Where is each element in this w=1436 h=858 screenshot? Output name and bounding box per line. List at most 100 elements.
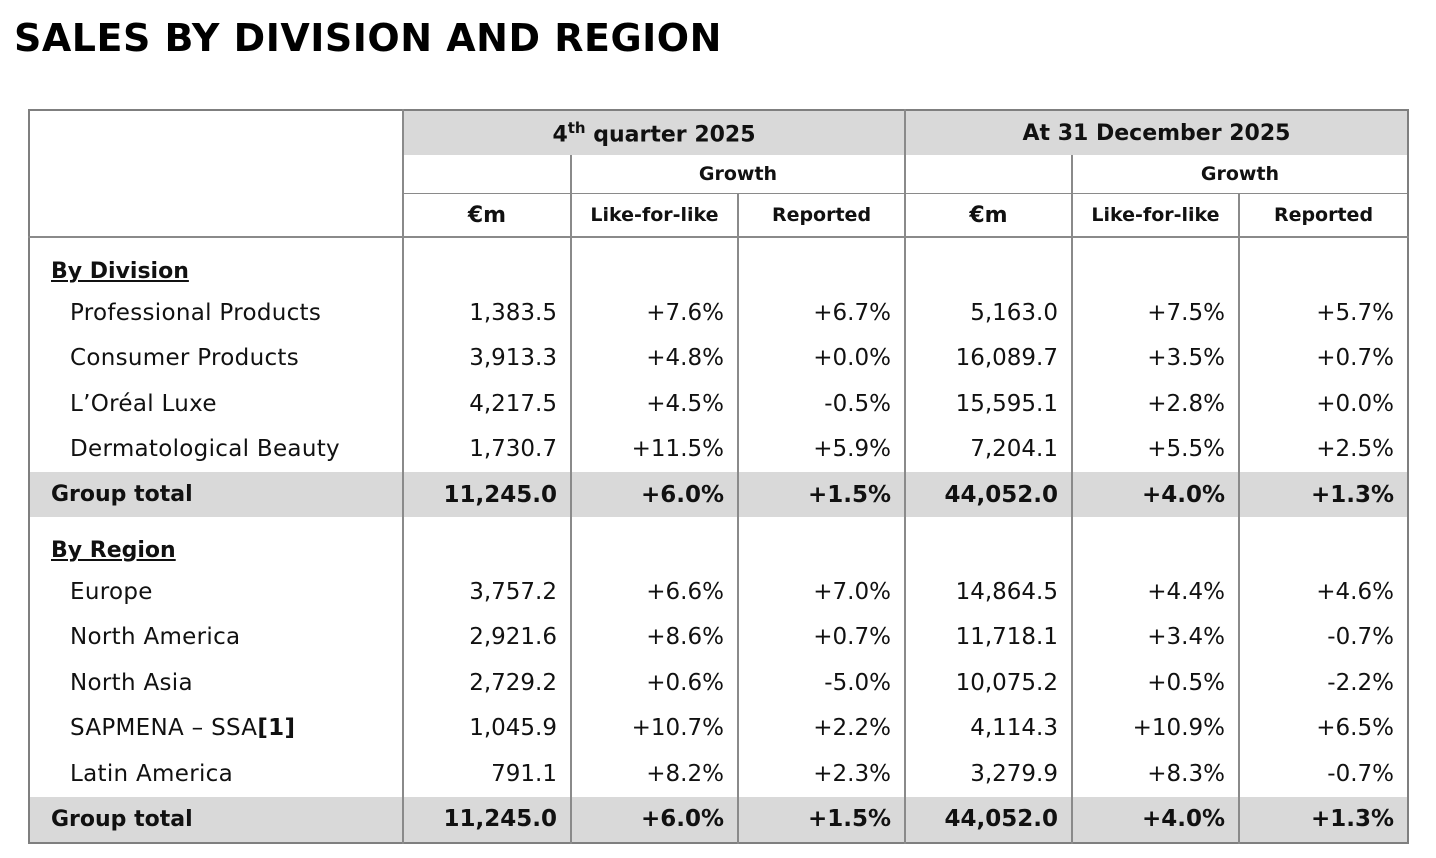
cell-eur-m-fy: 10,075.2	[904, 660, 1072, 706]
cell-lfl-q4: +6.0%	[570, 472, 738, 517]
table-row: Professional Products 1,383.5 +7.6% +6.7…	[29, 290, 1408, 336]
cell-eur-m-fy: 44,052.0	[904, 472, 1072, 517]
row-label: Dermatological Beauty	[70, 436, 340, 463]
row-label: Group total	[51, 482, 193, 507]
table-row: North America 2,921.6 +8.6% +0.7% 11,718…	[29, 614, 1408, 660]
header-row-periods: 4th quarter 2025 At 31 December 2025	[29, 110, 1408, 238]
footnote-link[interactable]: [1]	[257, 715, 296, 742]
header-corner-cell	[29, 110, 403, 238]
table-row: Europe 3,757.2 +6.6% +7.0% 14,864.5 +4.4…	[29, 569, 1408, 615]
sales-table: 4th quarter 2025 At 31 December 2025 Gro…	[28, 109, 1409, 844]
cell-eur-m-fy: 44,052.0	[904, 796, 1072, 843]
cell-reported-fy: +0.0%	[1238, 381, 1408, 427]
cell-reported-q4: +7.0%	[737, 569, 905, 615]
cell-eur-m-q4: 1,730.7	[402, 426, 571, 472]
page-title: SALES BY DIVISION AND REGION	[14, 16, 722, 60]
row-label: Group total	[51, 806, 193, 832]
cell-reported-fy: +1.3%	[1238, 472, 1408, 517]
row-label: Europe	[70, 578, 153, 605]
header-eur-m-q4: €m	[402, 193, 571, 238]
row-label: L’Oréal Luxe	[70, 390, 217, 417]
cell-lfl-fy: +7.5%	[1071, 290, 1239, 336]
row-label: North Asia	[70, 669, 193, 696]
section-by-region: By Region	[29, 517, 1408, 569]
cell-eur-m-q4: 11,245.0	[402, 796, 571, 843]
cell-reported-fy: +2.5%	[1238, 426, 1408, 472]
cell-lfl-fy: +10.9%	[1071, 705, 1239, 751]
cell-lfl-q4: +4.8%	[570, 335, 738, 381]
table-row: SAPMENA – SSA[1] 1,045.9 +10.7% +2.2% 4,…	[29, 705, 1408, 751]
table-row: Latin America 791.1 +8.2% +2.3% 3,279.9 …	[29, 751, 1408, 797]
cell-reported-q4: +0.0%	[737, 335, 905, 381]
cell-reported-q4: +0.7%	[737, 614, 905, 660]
cell-reported-q4: +6.7%	[737, 290, 905, 336]
table-row: Dermatological Beauty 1,730.7 +11.5% +5.…	[29, 426, 1408, 472]
table-row: Consumer Products 3,913.3 +4.8% +0.0% 16…	[29, 335, 1408, 381]
cell-eur-m-q4: 4,217.5	[402, 381, 571, 427]
cell-lfl-q4: +11.5%	[570, 426, 738, 472]
cell-eur-m-q4: 1,383.5	[402, 290, 571, 336]
row-label: Latin America	[70, 760, 233, 787]
header-row-growth: Growth Growth	[29, 155, 1408, 194]
cell-reported-q4: +5.9%	[737, 426, 905, 472]
cell-eur-m-q4: 1,045.9	[402, 705, 571, 751]
cell-eur-m-fy: 4,114.3	[904, 705, 1072, 751]
row-label: North America	[70, 624, 241, 651]
cell-eur-m-fy: 11,718.1	[904, 614, 1072, 660]
row-label: Professional Products	[70, 299, 322, 326]
cell-reported-fy: +4.6%	[1238, 569, 1408, 615]
cell-reported-fy: -2.2%	[1238, 660, 1408, 706]
cell-lfl-q4: +8.2%	[570, 751, 738, 797]
header-reported-q4: Reported	[737, 193, 905, 238]
cell-reported-fy: -0.7%	[1238, 751, 1408, 797]
cell-eur-m-q4: 2,729.2	[402, 660, 571, 706]
cell-reported-fy: +1.3%	[1238, 796, 1408, 843]
header-q4-2025: 4th quarter 2025	[402, 110, 905, 155]
header-lfl-q4: Like-for-like	[570, 193, 738, 238]
cell-lfl-fy: +3.4%	[1071, 614, 1239, 660]
cell-eur-m-fy: 15,595.1	[904, 381, 1072, 427]
cell-eur-m-fy: 3,279.9	[904, 751, 1072, 797]
cell-eur-m-fy: 7,204.1	[904, 426, 1072, 472]
cell-eur-m-fy: 16,089.7	[904, 335, 1072, 381]
cell-lfl-q4: +8.6%	[570, 614, 738, 660]
cell-lfl-fy: +0.5%	[1071, 660, 1239, 706]
cell-reported-q4: +1.5%	[737, 472, 905, 517]
cell-reported-q4: +1.5%	[737, 796, 905, 843]
row-label: SAPMENA – SSA[1]	[70, 715, 296, 742]
cell-eur-m-q4: 2,921.6	[402, 614, 571, 660]
cell-lfl-q4: +7.6%	[570, 290, 738, 336]
header-growth-q4: Growth	[570, 155, 905, 194]
cell-lfl-fy: +2.8%	[1071, 381, 1239, 427]
cell-reported-q4: +2.2%	[737, 705, 905, 751]
cell-eur-m-q4: 3,913.3	[402, 335, 571, 381]
header-row-columns: €m Like-for-like Reported €m Like-for-li…	[29, 193, 1408, 238]
table-row: L’Oréal Luxe 4,217.5 +4.5% -0.5% 15,595.…	[29, 381, 1408, 427]
cell-lfl-fy: +4.0%	[1071, 472, 1239, 517]
cell-reported-fy: +5.7%	[1238, 290, 1408, 336]
cell-reported-fy: -0.7%	[1238, 614, 1408, 660]
cell-eur-m-q4: 3,757.2	[402, 569, 571, 615]
cell-eur-m-fy: 14,864.5	[904, 569, 1072, 615]
cell-lfl-q4: +6.6%	[570, 569, 738, 615]
cell-reported-q4: +2.3%	[737, 751, 905, 797]
cell-lfl-fy: +8.3%	[1071, 751, 1239, 797]
cell-eur-m-q4: 11,245.0	[402, 472, 571, 517]
cell-lfl-fy: +4.0%	[1071, 796, 1239, 843]
cell-lfl-fy: +3.5%	[1071, 335, 1239, 381]
cell-reported-q4: -0.5%	[737, 381, 905, 427]
cell-lfl-fy: +5.5%	[1071, 426, 1239, 472]
header-growth-fy: Growth	[1071, 155, 1408, 194]
table-row: North Asia 2,729.2 +0.6% -5.0% 10,075.2 …	[29, 660, 1408, 706]
cell-lfl-fy: +4.4%	[1071, 569, 1239, 615]
header-reported-fy: Reported	[1238, 193, 1408, 238]
group-total-row-region: Group total 11,245.0 +6.0% +1.5% 44,052.…	[29, 796, 1408, 843]
section-label: By Division	[51, 259, 189, 284]
group-total-row-division: Group total 11,245.0 +6.0% +1.5% 44,052.…	[29, 472, 1408, 517]
cell-lfl-q4: +4.5%	[570, 381, 738, 427]
cell-reported-fy: +6.5%	[1238, 705, 1408, 751]
header-lfl-fy: Like-for-like	[1071, 193, 1239, 238]
cell-lfl-q4: +0.6%	[570, 660, 738, 706]
section-label: By Region	[51, 538, 176, 563]
cell-eur-m-q4: 791.1	[402, 751, 571, 797]
